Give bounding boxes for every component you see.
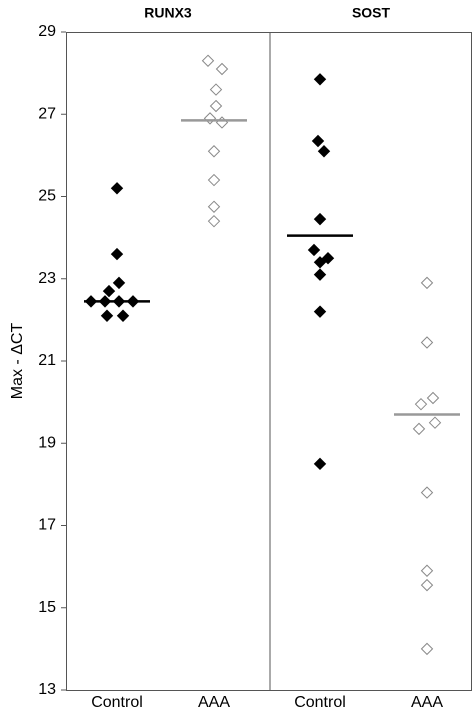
data-point [420,336,434,349]
data-point [420,486,434,499]
y-tick-label: 27 [38,105,56,122]
data-point [420,642,434,656]
data-point [321,251,335,265]
data-point [102,284,116,298]
data-point [207,173,221,187]
x-tick-label: AAA [411,694,443,711]
data-point [116,309,130,322]
data-point [313,268,327,281]
data-point [307,243,321,257]
y-tick-label: 17 [38,517,56,534]
data-point [209,83,223,96]
data-point [215,116,229,129]
data-point [207,200,221,213]
panel-title: RUNX3 [144,5,192,21]
y-tick-label: 29 [38,23,56,40]
data-point [112,276,126,290]
data-point [110,182,124,195]
data-point [313,305,327,318]
data-point [203,112,217,125]
data-point [420,276,434,290]
data-point [313,212,327,226]
x-tick-label: Control [294,694,346,711]
data-point [100,309,114,322]
y-tick-label: 21 [38,352,56,369]
data-point [110,247,124,261]
x-tick-label: Control [91,694,143,711]
data-point [420,578,434,592]
y-axis-label: Max - ΔCT [9,323,26,400]
data-point [313,457,327,471]
data-point [313,256,327,269]
y-tick-label: 19 [38,434,56,451]
y-tick-label: 15 [38,599,56,616]
data-point [313,73,327,86]
data-point [201,54,215,67]
data-point [207,214,221,228]
y-tick-label: 25 [38,188,56,205]
y-tick-label: 13 [38,681,56,698]
data-point [412,422,426,436]
panel-title: SOST [352,5,391,21]
data-point [311,134,325,148]
x-tick-label: AAA [198,694,230,711]
data-point [317,145,331,158]
y-tick-label: 23 [38,270,56,287]
data-point [215,62,229,76]
plot-frame [66,32,472,691]
data-point [207,145,221,158]
data-point [414,397,428,411]
data-point [209,99,223,113]
data-point [428,416,442,429]
data-point [426,391,440,405]
data-point [420,564,434,577]
